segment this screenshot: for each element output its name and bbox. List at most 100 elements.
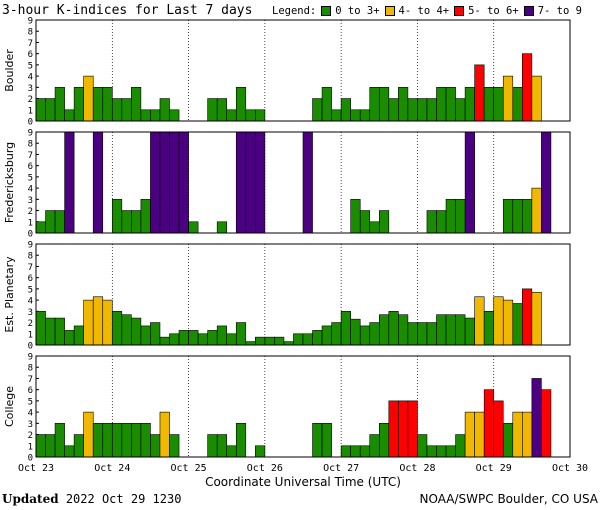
k-index-bar (54, 423, 65, 458)
k-index-bar (35, 98, 46, 122)
k-index-bar (92, 423, 104, 458)
k-index-bar (398, 87, 409, 122)
y-tick-label: 0 (28, 454, 33, 464)
k-index-bar (331, 109, 342, 122)
k-index-bar (264, 336, 275, 346)
k-index-bar (407, 98, 418, 122)
k-index-bar (350, 318, 361, 346)
legend-item-active: 4- to 4+ (384, 5, 449, 17)
k-index-bar (140, 199, 151, 234)
updated-stamp: Updated 2022 Oct 29 1230 (2, 492, 181, 506)
x-tick-label: Oct 30 (552, 463, 588, 474)
k-index-bar (464, 411, 475, 458)
legend: Legend: 0 to 3+ 4- to 4+ 5- to 6+ 7- to … (272, 5, 582, 17)
k-index-bar (111, 98, 123, 122)
k-index-bar (121, 210, 132, 234)
y-tick-label: 2 (28, 319, 33, 329)
k-index-bar (388, 400, 399, 458)
legend-item-severe: 7- to 9 (523, 5, 582, 17)
k-index-bar (150, 131, 161, 234)
k-index-bar (83, 411, 94, 458)
k-index-bar (226, 333, 237, 346)
k-index-bar (340, 98, 351, 122)
y-tick-label: 1 (28, 330, 33, 340)
k-index-bar (398, 314, 409, 346)
k-index-bar (378, 87, 390, 122)
y-tick-label: 7 (28, 151, 33, 161)
y-tick-label: 8 (28, 28, 33, 38)
k-index-bar (35, 311, 46, 346)
k-index-bar (312, 330, 323, 346)
k-index-bar (245, 131, 256, 234)
k-index-bar (436, 87, 447, 122)
k-index-bar (474, 411, 485, 458)
k-index-bar (455, 199, 466, 234)
k-index-bar (312, 98, 323, 122)
y-tick-label: 0 (28, 118, 33, 128)
x-tick-label: Oct 26 (247, 463, 283, 474)
x-tick-label: Oct 29 (476, 463, 512, 474)
legend-label: Legend: (272, 5, 317, 17)
k-index-bar (83, 75, 94, 122)
k-index-bar (150, 109, 161, 122)
k-index-bar (340, 445, 351, 458)
k-index-bar (455, 98, 466, 122)
k-index-bar (188, 330, 199, 346)
k-index-bar (293, 333, 304, 346)
k-index-bar (502, 75, 514, 122)
y-tick-label: 4 (28, 185, 33, 195)
k-index-bar (197, 333, 208, 346)
k-index-bar (169, 434, 180, 458)
k-index-bar (512, 411, 523, 458)
k-index-bar (407, 322, 418, 346)
k-index-bar (45, 434, 56, 458)
x-axis-title: Coordinate Universal Time (UTC) (205, 475, 401, 489)
k-index-bar (102, 87, 113, 122)
y-tick-label: 7 (28, 375, 33, 385)
x-tick-label: Oct 25 (171, 463, 207, 474)
k-index-bar (522, 288, 533, 346)
k-index-bar (226, 445, 237, 458)
k-index-bar (131, 87, 142, 122)
y-tick-label: 5 (28, 173, 33, 183)
k-index-bar (436, 445, 447, 458)
y-tick-label: 4 (28, 409, 33, 419)
k-index-bar (102, 423, 113, 458)
k-index-bar (159, 98, 170, 122)
k-index-bar (407, 400, 418, 458)
legend-text-storm: 5- to 6+ (468, 5, 519, 17)
k-index-bar (83, 299, 94, 346)
x-tick-label: Oct 28 (399, 463, 435, 474)
y-tick-label: 9 (28, 129, 33, 139)
k-index-bar (35, 434, 46, 458)
y-tick-label: 6 (28, 386, 33, 396)
x-tick-label: Oct 27 (323, 463, 359, 474)
k-index-bar (483, 389, 495, 458)
k-index-bar (331, 322, 342, 346)
k-index-bar (378, 314, 390, 346)
y-tick-label: 8 (28, 364, 33, 374)
k-index-bar (522, 199, 533, 234)
k-index-bar (274, 336, 285, 346)
y-tick-label: 3 (28, 308, 33, 318)
y-tick-label: 4 (28, 297, 33, 307)
updated-label: Updated (2, 492, 59, 506)
y-tick-label: 8 (28, 252, 33, 262)
k-index-bar (426, 445, 437, 458)
k-index-bar (321, 87, 332, 122)
k-index-bar (541, 389, 552, 458)
k-index-bar (502, 299, 514, 346)
legend-swatch-active (384, 6, 395, 16)
y-tick-label: 5 (28, 397, 33, 407)
k-index-bar (111, 423, 123, 458)
k-index-bar (207, 98, 218, 122)
k-index-bar (54, 87, 65, 122)
k-index-bar (92, 131, 104, 234)
k-index-bar (359, 445, 371, 458)
k-index-bar (350, 199, 361, 234)
y-tick-label: 1 (28, 106, 33, 116)
k-index-bar (445, 314, 456, 346)
y-tick-label: 0 (28, 230, 33, 240)
k-index-bar (226, 109, 237, 122)
k-index-bar (73, 325, 84, 346)
